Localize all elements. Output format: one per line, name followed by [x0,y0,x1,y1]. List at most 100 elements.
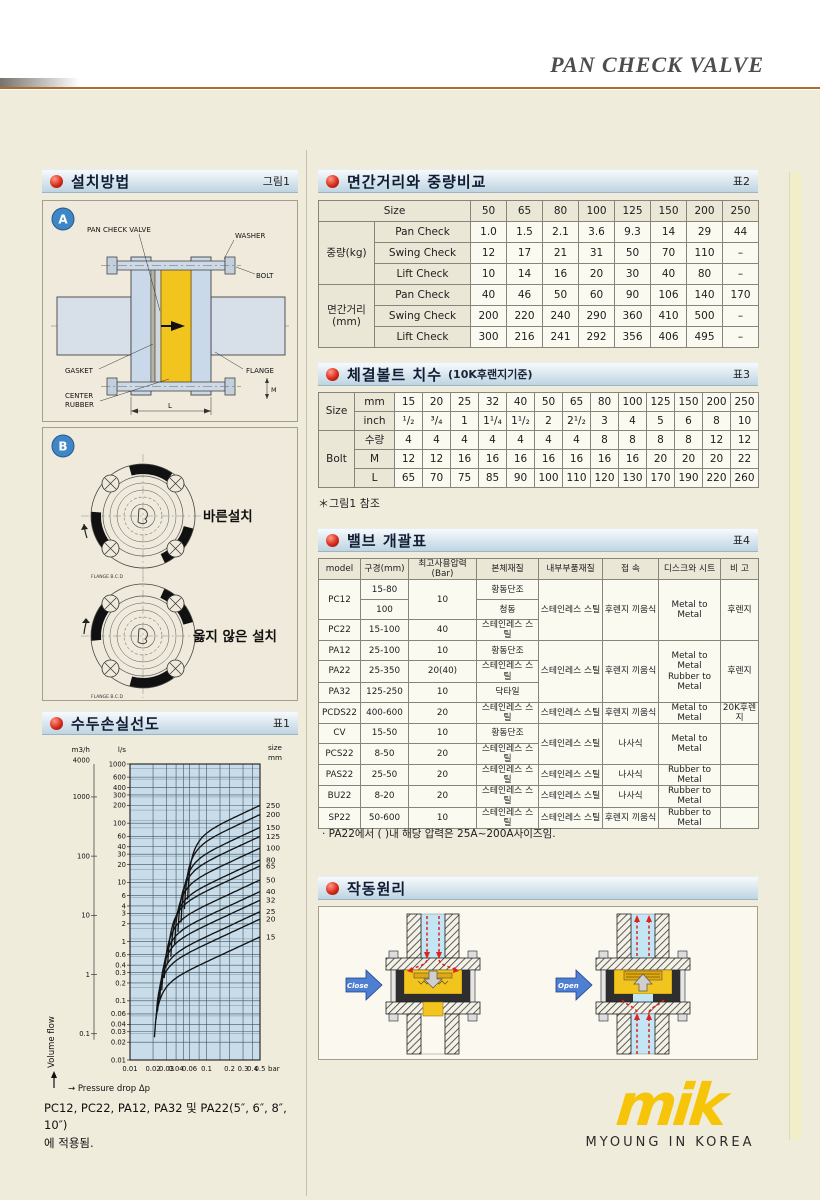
valve-cup [396,970,471,1002]
table-cell: 170 [646,468,675,488]
table-cell: 80 [542,200,579,222]
red-bullet-icon [326,533,339,547]
table-cell: 46 [506,284,543,306]
badge-b-label: B [58,440,67,454]
table-cell: Pan Check [374,221,471,243]
table-cell: 220 [702,468,731,488]
table-cell: 70 [422,468,451,488]
table-cell: 14 [650,221,687,243]
table-cell: 25-50 [360,764,409,787]
curve-size-label: 150 [266,823,280,832]
table-cell [720,785,759,808]
table-tag: 표4 [732,534,750,547]
table-cell: 90 [614,284,651,306]
table-cell: mm [354,392,395,412]
red-bullet-icon [326,881,339,895]
table-cell: 17 [506,242,543,264]
label-bolt: BOLT [256,272,274,280]
curve-size-label: 65 [266,861,276,870]
red-bullet-icon [326,367,339,381]
table-cell: Lift Check [374,326,471,348]
install-diagram-panel: A PAN CHECK VALVE WASHER BOLT GASKET FLA… [42,200,298,422]
curve-size-label: 125 [266,832,280,841]
table-cell: 스테인레스 스틸 [476,701,539,724]
table-cell: 20K후렌지 [720,701,759,724]
table-cell: 410 [650,305,687,327]
open-direction-arrow [632,973,653,992]
table-cell [720,806,759,829]
table-cell: 4 [618,411,647,431]
table-cell: Rubber to Metal [658,785,721,808]
flange-bcd-note: FLANGE B.C.D [91,694,123,700]
section-header-headloss: 수두손실선도 표1 [42,711,298,735]
table-cell: 25 [450,392,479,412]
table-cell: 260 [730,468,759,488]
flow-curve-200 [183,813,261,910]
table-cell: 110 [686,242,723,264]
table-cell: 65 [394,468,423,488]
table-cell [720,764,759,787]
column-divider [306,150,307,1196]
table-cell: 15 [394,392,423,412]
table-cell: 100 [618,392,647,412]
table-cell: 8 [590,430,619,450]
table-cell: inch [354,411,395,431]
table-cell: Metal to Metal [658,579,721,642]
table-cell: Rubber to Metal [658,806,721,829]
y-tick-label: 300 [113,791,126,799]
note-line: 에 적용됨. [44,1135,94,1150]
table-cell: 16 [562,449,591,469]
table-cell: 20(40) [408,660,477,683]
table-cell: ¹/₂ [394,411,423,431]
y-tick-label: 10 [117,879,126,887]
table-cell: 65 [562,392,591,412]
table-cell: 360 [614,305,651,327]
curve-size-label: 50 [266,875,276,884]
table-cell: 1.0 [470,221,507,243]
note-line: PC12, PC22, PA12, PA32 및 PA22(5″, 6″, 8″… [44,1101,287,1133]
table-cell: 200 [470,305,507,327]
table-cell: 60 [578,284,615,306]
logo-subtext: MYOUNG IN KOREA [585,1135,755,1151]
table-cell: 8 [646,430,675,450]
m3h-tick-label: 4000 [73,756,90,764]
table-cell: 닥타일 [476,681,539,703]
curve-size-label: 32 [266,896,275,905]
table-cell: 스테인레스 스틸 [476,764,539,787]
badge-a-label: A [58,213,68,227]
table-cell: 스테인레스 스틸 [538,701,603,724]
table-cell: 스테인레스 스틸 [538,722,603,766]
orientation-diagram: B [51,434,277,700]
table-cell: 스테인레스 스틸 [476,619,539,642]
flow-curve-125 [177,835,261,932]
bolt-table-note: ＊그림1 참조 [318,497,380,510]
close-label: Close [347,982,369,990]
y-tick-label: 3 [122,910,126,918]
curve-size-label: 200 [266,810,280,819]
table-cell: 21 [542,242,579,264]
badge-b-icon [51,434,75,458]
table-cell: 90 [506,468,535,488]
table-cell: model [318,557,361,581]
table-cell: 8 [618,430,647,450]
table-cell: 10 [408,640,477,662]
table-cell: 85 [478,468,507,488]
flow-curve-250 [186,804,261,900]
open-port [632,994,653,1002]
x-tick-label: 0.5 [255,1065,266,1073]
table-cell: 32 [478,392,507,412]
table-tag: 표2 [732,175,750,188]
table-cell: 190 [674,468,703,488]
operating-principle-panel: Close [318,906,758,1060]
table-cell: 중량(kg) [318,221,375,285]
label-flange: FLANGE [246,367,274,375]
table-cell: 200 [686,200,723,222]
table-cell: 3 [590,411,619,431]
flange-bcd-note: FLANGE B.C.D [91,574,123,580]
y-tick-label: 0.02 [111,1038,126,1046]
y-axis-title: Volume flow [47,1016,57,1068]
flow-curve-65 [167,865,261,964]
table-cell: 100 [534,468,563,488]
table-cell: 130 [618,468,647,488]
